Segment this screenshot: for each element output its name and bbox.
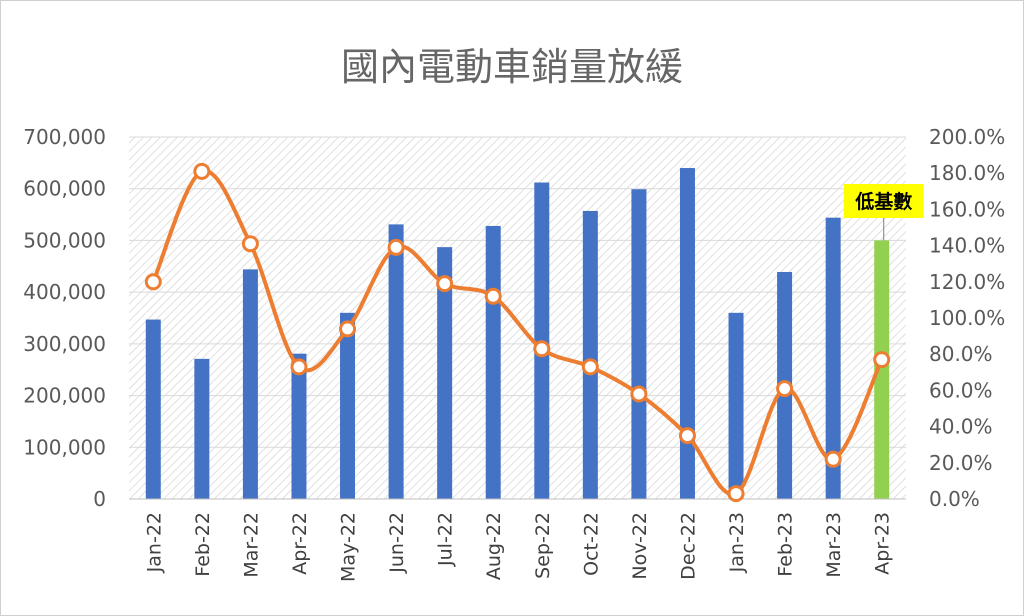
x-tick-label: Sep-22	[532, 512, 554, 579]
x-tick-label: May-22	[338, 512, 360, 582]
bar-series	[145, 168, 890, 500]
left-tick-label: 700,000	[23, 125, 106, 149]
x-axis-ticks: Jan-22 Feb-22 Mar-22 Apr-22 May-22 Jun-22 Jul-…	[143, 512, 893, 582]
right-tick-label: 120.0%	[929, 270, 1005, 294]
bar	[194, 358, 210, 499]
x-tick-label: Nov-22	[629, 512, 651, 580]
line-markers	[144, 162, 891, 503]
gridlines	[129, 136, 906, 448]
x-tick-label: Apr-23	[872, 512, 894, 575]
line-marker	[581, 358, 599, 376]
right-tick-label: 100.0%	[929, 306, 1005, 330]
right-tick-label: 60.0%	[929, 378, 993, 402]
line-marker	[727, 485, 745, 503]
bar	[582, 210, 598, 500]
line-marker	[193, 162, 211, 180]
bar	[728, 312, 744, 499]
bar	[437, 247, 453, 499]
left-tick-label: 400,000	[23, 280, 106, 304]
bar	[340, 312, 356, 499]
right-tick-label: 200.0%	[929, 125, 1005, 149]
growth-line	[151, 168, 884, 497]
bar	[145, 319, 161, 499]
x-tick-label: Jul-22	[435, 512, 457, 567]
left-tick-label: 0	[93, 487, 106, 511]
right-tick-label: 20.0%	[929, 451, 993, 475]
chart-title: 國內電動車銷量放緩	[341, 45, 683, 89]
line-marker	[678, 427, 696, 445]
line-marker	[436, 275, 454, 293]
x-tick-label: Apr-22	[289, 512, 311, 575]
left-tick-label: 100,000	[23, 435, 106, 459]
x-tick-label: Jan-22	[143, 512, 165, 573]
left-axis-ticks: 0 100,000 200,000 300,000 400,000 500,000 600,…	[23, 125, 106, 511]
right-tick-label: 160.0%	[929, 197, 1005, 221]
left-tick-label: 200,000	[23, 384, 106, 408]
line-marker	[630, 385, 648, 403]
right-axis-ticks: 0.0% 20.0% 40.0% 60.0% 80.0% 100.0% 120.0% 140.…	[929, 125, 1005, 511]
line-marker	[873, 351, 891, 369]
bar	[291, 353, 307, 499]
x-tick-label: Feb-22	[192, 512, 214, 577]
line-marker	[144, 273, 162, 291]
line-marker	[241, 235, 259, 253]
x-tick-label: Jun-22	[386, 512, 408, 574]
bar	[485, 225, 501, 499]
right-tick-label: 140.0%	[929, 234, 1005, 258]
x-tick-label: Oct-22	[580, 512, 602, 576]
x-tick-label: Mar-23	[823, 512, 845, 578]
bar	[388, 224, 404, 499]
bar-highlight	[874, 240, 890, 499]
left-tick-label: 300,000	[23, 332, 106, 356]
x-tick-label: Mar-22	[240, 512, 262, 578]
left-tick-label: 600,000	[23, 177, 106, 201]
annotation: 低基數	[843, 184, 924, 241]
line-marker	[533, 340, 551, 358]
bar	[242, 269, 258, 499]
line-marker	[339, 320, 357, 338]
bar	[679, 168, 695, 499]
bar	[825, 217, 841, 499]
x-tick-label: Aug-22	[483, 512, 505, 580]
bar	[631, 189, 647, 499]
left-tick-label: 500,000	[23, 228, 106, 252]
right-tick-label: 80.0%	[929, 342, 993, 366]
line-marker	[776, 380, 794, 398]
line-marker	[290, 358, 308, 376]
line-marker	[824, 450, 842, 468]
annotation-background	[843, 184, 924, 218]
line-marker	[387, 238, 405, 256]
x-tick-label: Dec-22	[677, 512, 699, 580]
x-tick-label: Feb-23	[775, 512, 797, 577]
right-tick-label: 0.0%	[929, 487, 980, 511]
plot-area	[129, 137, 906, 499]
right-tick-label: 40.0%	[929, 415, 993, 439]
line-marker	[484, 287, 502, 305]
right-tick-label: 180.0%	[929, 161, 1005, 185]
annotation-label: 低基數	[854, 190, 912, 213]
x-tick-label: Jan-23	[726, 512, 748, 573]
